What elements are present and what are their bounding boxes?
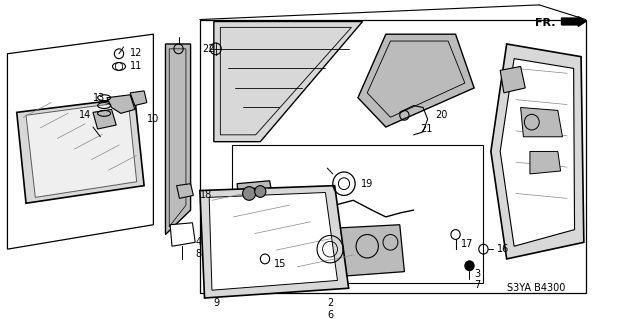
Text: 2: 2 <box>327 298 333 308</box>
Polygon shape <box>500 59 575 246</box>
Polygon shape <box>209 192 337 290</box>
Text: 19: 19 <box>361 179 373 189</box>
Polygon shape <box>17 98 144 203</box>
Polygon shape <box>200 186 349 298</box>
Text: S3YA B4300: S3YA B4300 <box>507 283 565 293</box>
Polygon shape <box>93 109 116 129</box>
Text: 9: 9 <box>214 298 220 308</box>
Text: 16: 16 <box>497 244 509 254</box>
Polygon shape <box>177 184 193 198</box>
Text: 3: 3 <box>474 269 480 278</box>
Polygon shape <box>520 108 563 137</box>
Polygon shape <box>26 102 137 197</box>
Text: 11: 11 <box>130 62 143 71</box>
Text: 10: 10 <box>147 114 159 124</box>
Polygon shape <box>237 181 275 210</box>
Text: 20: 20 <box>435 110 447 120</box>
Polygon shape <box>358 34 474 127</box>
FancyArrow shape <box>561 17 586 26</box>
Polygon shape <box>107 95 135 113</box>
Text: 17: 17 <box>461 239 474 249</box>
Text: 18: 18 <box>200 190 212 200</box>
Text: 22: 22 <box>203 44 215 54</box>
Text: 12: 12 <box>130 48 143 58</box>
Text: 14: 14 <box>79 110 92 120</box>
Text: 8: 8 <box>195 249 202 259</box>
Polygon shape <box>500 66 525 93</box>
Polygon shape <box>232 145 483 283</box>
Text: 4: 4 <box>195 237 202 247</box>
Polygon shape <box>530 152 561 174</box>
Polygon shape <box>8 34 154 249</box>
Circle shape <box>465 261 474 271</box>
Polygon shape <box>491 44 584 259</box>
Polygon shape <box>130 91 147 106</box>
Polygon shape <box>166 44 191 234</box>
Polygon shape <box>170 223 195 246</box>
Polygon shape <box>214 21 363 142</box>
Text: 15: 15 <box>275 259 287 269</box>
Polygon shape <box>200 19 586 293</box>
Text: 21: 21 <box>420 124 433 134</box>
Circle shape <box>255 186 266 197</box>
Polygon shape <box>307 225 404 278</box>
Text: FR.: FR. <box>536 18 556 27</box>
Text: 7: 7 <box>474 280 481 290</box>
Text: 13: 13 <box>93 93 105 103</box>
Text: 6: 6 <box>327 310 333 319</box>
Circle shape <box>243 187 255 200</box>
